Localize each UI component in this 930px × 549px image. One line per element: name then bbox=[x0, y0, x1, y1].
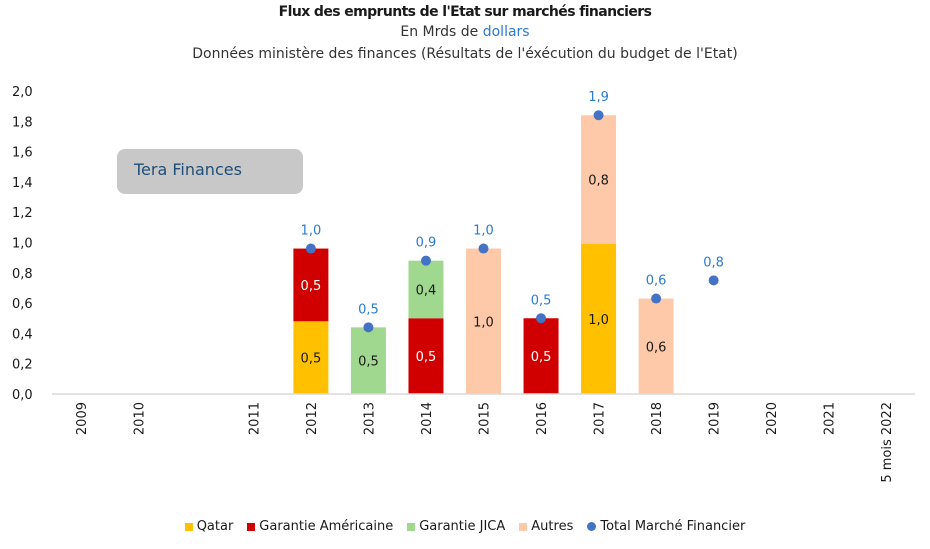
total-marker bbox=[708, 275, 719, 286]
bar-segment-garantie-am-ricaine bbox=[408, 318, 444, 394]
bar-segment-garantie-am-ricaine bbox=[293, 248, 329, 322]
total-marker bbox=[305, 243, 316, 254]
y-tick-label: 0,8 bbox=[12, 267, 33, 282]
bar-segment-garantie-jica bbox=[408, 260, 444, 319]
legend-item: Qatar bbox=[184, 519, 234, 534]
bar-data-label: 0,6 bbox=[646, 340, 667, 355]
bar-segment-autres bbox=[581, 115, 617, 245]
bar-data-label: 0,5 bbox=[531, 350, 552, 365]
total-marker bbox=[420, 255, 431, 266]
legend-swatch-icon bbox=[519, 522, 528, 531]
x-tick-label: 2013 bbox=[362, 402, 377, 435]
bar-data-label: 1,0 bbox=[588, 313, 609, 328]
x-tick-label: 2019 bbox=[708, 402, 723, 435]
total-data-label: 1,0 bbox=[301, 224, 322, 239]
x-tick-label: 2014 bbox=[420, 402, 435, 435]
bar-data-label: 0,8 bbox=[588, 174, 609, 189]
x-tick-label: 2016 bbox=[535, 402, 550, 435]
x-tick-label: 2018 bbox=[650, 402, 665, 435]
legend-label: Garantie JICA bbox=[419, 519, 506, 534]
total-data-label: 0,5 bbox=[531, 293, 552, 308]
total-data-label: 1,9 bbox=[588, 90, 609, 105]
total-marker bbox=[478, 243, 489, 254]
x-tick-label: 5 mois 2022 bbox=[880, 402, 895, 483]
legend-item: Garantie Américaine bbox=[247, 519, 393, 534]
watermark-text: Tera Finances bbox=[134, 160, 242, 179]
x-tick-label: 2021 bbox=[823, 402, 838, 435]
bar-segment-autres bbox=[466, 248, 501, 394]
bar-data-label: 0,5 bbox=[358, 355, 379, 370]
legend-swatch-icon bbox=[184, 522, 193, 531]
chart-subtitle: En Mrds de dollars bbox=[0, 24, 930, 40]
y-tick-label: 1,8 bbox=[12, 115, 33, 130]
legend-item: Autres bbox=[519, 519, 573, 534]
legend-label: Total Marché Financier bbox=[600, 519, 746, 534]
legend-item: Total Marché Financier bbox=[587, 519, 745, 534]
legend-item: Garantie JICA bbox=[407, 519, 505, 534]
y-tick-label: 0,6 bbox=[12, 297, 33, 312]
y-tick-label: 1,2 bbox=[12, 206, 33, 221]
bar-data-label: 1,0 bbox=[473, 315, 494, 330]
y-tick-label: 1,0 bbox=[12, 237, 33, 252]
watermark-box: Tera Finances bbox=[117, 149, 303, 194]
x-tick-label: 2011 bbox=[247, 402, 262, 435]
bar-data-label: 0,5 bbox=[301, 352, 322, 367]
bar-segment-qatar bbox=[293, 321, 329, 394]
bar-data-label: 0,4 bbox=[416, 283, 437, 298]
total-marker bbox=[363, 322, 374, 333]
bar-segment-garantie-am-ricaine bbox=[523, 318, 559, 394]
total-marker bbox=[651, 293, 662, 304]
total-data-label: 1,0 bbox=[473, 224, 494, 239]
legend-label: Autres bbox=[531, 519, 574, 534]
y-tick-label: 1,4 bbox=[12, 176, 33, 191]
y-tick-label: 0,2 bbox=[12, 358, 33, 373]
legend-swatch-icon bbox=[407, 522, 416, 531]
bar-data-label: 0,5 bbox=[416, 350, 437, 365]
x-tick-label: 2020 bbox=[765, 402, 780, 435]
total-data-label: 0,9 bbox=[416, 236, 437, 251]
x-tick-label: 2010 bbox=[132, 402, 147, 435]
subtitle-highlight: dollars bbox=[482, 24, 530, 40]
legend-label: Garantie Américaine bbox=[259, 519, 394, 534]
total-data-label: 0,6 bbox=[646, 274, 667, 289]
y-tick-label: 1,6 bbox=[12, 146, 33, 161]
bar-segment-garantie-jica bbox=[350, 327, 386, 394]
x-tick-label: 2009 bbox=[75, 402, 90, 435]
legend: Qatar Garantie Américaine Garantie JICA Aut… bbox=[0, 519, 930, 534]
legend-label: Qatar bbox=[196, 519, 234, 534]
y-tick-label: 2,0 bbox=[12, 85, 33, 100]
x-tick-label: 2015 bbox=[478, 402, 493, 435]
chart-source-note: Données ministère des finances (Résultat… bbox=[192, 46, 738, 62]
chart-title: Flux des emprunts de l'Etat sur marchés … bbox=[278, 4, 652, 20]
bar-segment-qatar bbox=[581, 244, 617, 394]
legend-swatch-icon bbox=[247, 522, 256, 531]
x-tick-label: 2017 bbox=[593, 402, 608, 435]
total-marker bbox=[593, 110, 604, 121]
bar-segment-autres bbox=[638, 298, 674, 394]
y-tick-label: 0,4 bbox=[12, 327, 33, 342]
legend-dot-icon bbox=[587, 522, 597, 531]
y-tick-label: 0,0 bbox=[12, 388, 33, 403]
subtitle-prefix: En Mrds de bbox=[400, 24, 483, 40]
total-data-label: 0,5 bbox=[358, 302, 379, 317]
x-tick-label: 2012 bbox=[305, 402, 320, 435]
bar-data-label: 0,5 bbox=[301, 279, 322, 294]
total-data-label: 0,8 bbox=[703, 255, 724, 270]
total-marker bbox=[536, 313, 547, 324]
